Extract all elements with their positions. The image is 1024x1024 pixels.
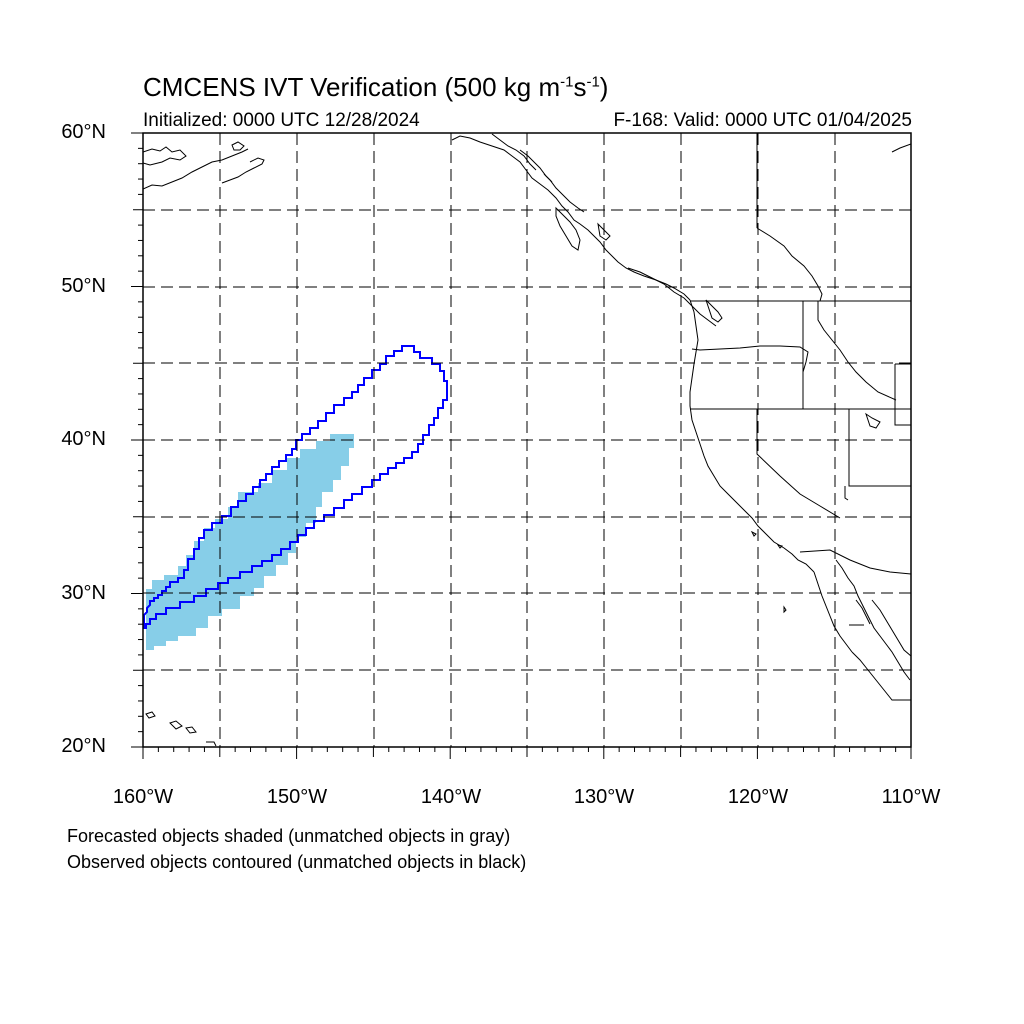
lat-lon-grid — [143, 133, 911, 747]
lat-label-60n: 60°N — [61, 121, 106, 143]
observed-legend-text: Observed objects contoured (unmatched ob… — [67, 852, 527, 872]
initialized-label: Initialized: 0000 UTC 12/28/2024 — [143, 110, 420, 131]
lon-label-140w: 140°W — [420, 786, 482, 808]
political-borders — [690, 133, 911, 626]
map-title: CMCENS IVT Verification (500 kg m-1s-1) — [143, 72, 609, 102]
axis-ticks — [131, 132, 912, 759]
lon-label-150w: 150°W — [266, 786, 328, 808]
lon-label-130w: 130°W — [573, 786, 635, 808]
coastlines — [143, 133, 911, 747]
observed-object — [143, 345, 448, 629]
forecast-legend-text: Forecasted objects shaded (unmatched obj… — [67, 826, 511, 846]
lon-label-160w: 160°W — [112, 786, 174, 808]
forecast-object — [146, 434, 354, 650]
lon-label-110w: 110°W — [881, 786, 941, 808]
lat-label-20n: 20°N — [61, 735, 106, 757]
lat-label-50n: 50°N — [61, 275, 106, 297]
valid-time-label: F-168: Valid: 0000 UTC 01/04/2025 — [613, 110, 912, 131]
lat-label-40n: 40°N — [61, 428, 106, 450]
lon-label-120w: 120°W — [727, 786, 789, 808]
lat-label-30n: 30°N — [61, 582, 106, 604]
